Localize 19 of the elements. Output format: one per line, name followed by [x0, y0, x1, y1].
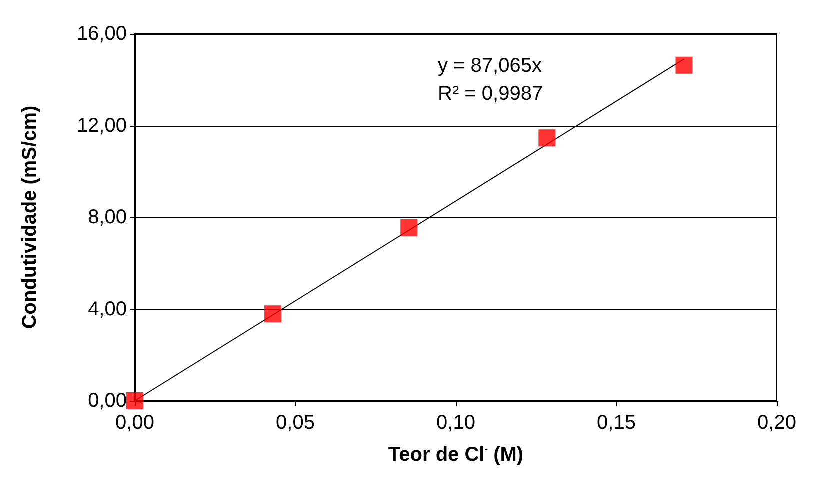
y-axis-title: Condutividade (mS/cm): [19, 106, 41, 330]
y-tick-label: 0,00: [88, 390, 127, 412]
point: [538, 130, 556, 147]
x-tick-label: 0,10: [436, 412, 476, 434]
x-tick-label: 0,00: [116, 412, 154, 434]
annotation: R² = 0,9987: [438, 83, 544, 105]
point: [676, 56, 693, 74]
point: [400, 220, 418, 237]
point: [126, 392, 144, 410]
x-tick-label: 0,20: [758, 412, 796, 434]
y-tick-label: 16,00: [76, 23, 127, 45]
x-tick-label: 0,05: [276, 412, 315, 434]
y-tick-label: 12,00: [76, 114, 127, 137]
annotation: y = 87,065x: [438, 55, 542, 77]
x-tick-label: 0,15: [597, 412, 636, 434]
point: [264, 306, 282, 323]
x-axis-title: Teor de Cl- (M): [388, 444, 524, 466]
y-tick-label: 8,00: [88, 206, 127, 228]
y-tick-label: 4,00: [88, 298, 127, 320]
